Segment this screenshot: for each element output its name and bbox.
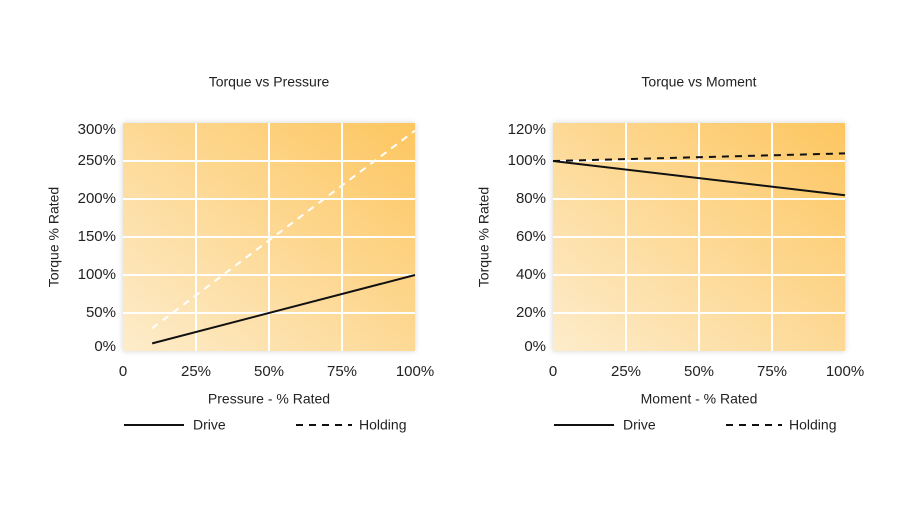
y-tick-label: 80% xyxy=(516,190,546,207)
x-tick-label: 75% xyxy=(757,363,787,380)
x-tick-label: 25% xyxy=(181,363,211,380)
legend-label: Drive xyxy=(193,417,226,433)
x-tick-label: 25% xyxy=(611,363,641,380)
series-line xyxy=(151,274,416,345)
x-tick-label: 75% xyxy=(327,363,357,380)
y-tick-label: 20% xyxy=(516,304,546,321)
series-line xyxy=(151,129,416,329)
y-tick-label: 0% xyxy=(524,338,546,355)
y-axis-label: Torque % Rated xyxy=(46,187,62,287)
y-axis-label: Torque % Rated xyxy=(476,187,492,287)
x-axis-label: Pressure - % Rated xyxy=(208,391,330,407)
series-line xyxy=(552,152,846,162)
y-tick-label: 250% xyxy=(78,152,116,169)
x-tick-label: 50% xyxy=(684,363,714,380)
y-tick-label: 200% xyxy=(78,190,116,207)
y-tick-label: 300% xyxy=(78,121,116,138)
x-tick-label: 0 xyxy=(549,363,557,380)
x-tick-label: 100% xyxy=(826,363,864,380)
y-tick-label: 100% xyxy=(508,152,546,169)
y-tick-label: 0% xyxy=(94,338,116,355)
legend-label: Drive xyxy=(623,417,656,433)
x-axis-label: Moment - % Rated xyxy=(641,391,758,407)
y-tick-label: 120% xyxy=(508,121,546,138)
chart-title: Torque vs Pressure xyxy=(209,74,330,90)
y-tick-label: 40% xyxy=(516,266,546,283)
y-tick-label: 100% xyxy=(78,266,116,283)
y-tick-label: 150% xyxy=(78,228,116,245)
series-line xyxy=(552,160,846,197)
y-tick-label: 50% xyxy=(86,304,116,321)
legend-label: Holding xyxy=(789,417,836,433)
x-tick-label: 0 xyxy=(119,363,127,380)
x-tick-label: 50% xyxy=(254,363,284,380)
y-tick-label: 60% xyxy=(516,228,546,245)
chart-title: Torque vs Moment xyxy=(641,74,756,90)
x-tick-label: 100% xyxy=(396,363,434,380)
legend-label: Holding xyxy=(359,417,406,433)
